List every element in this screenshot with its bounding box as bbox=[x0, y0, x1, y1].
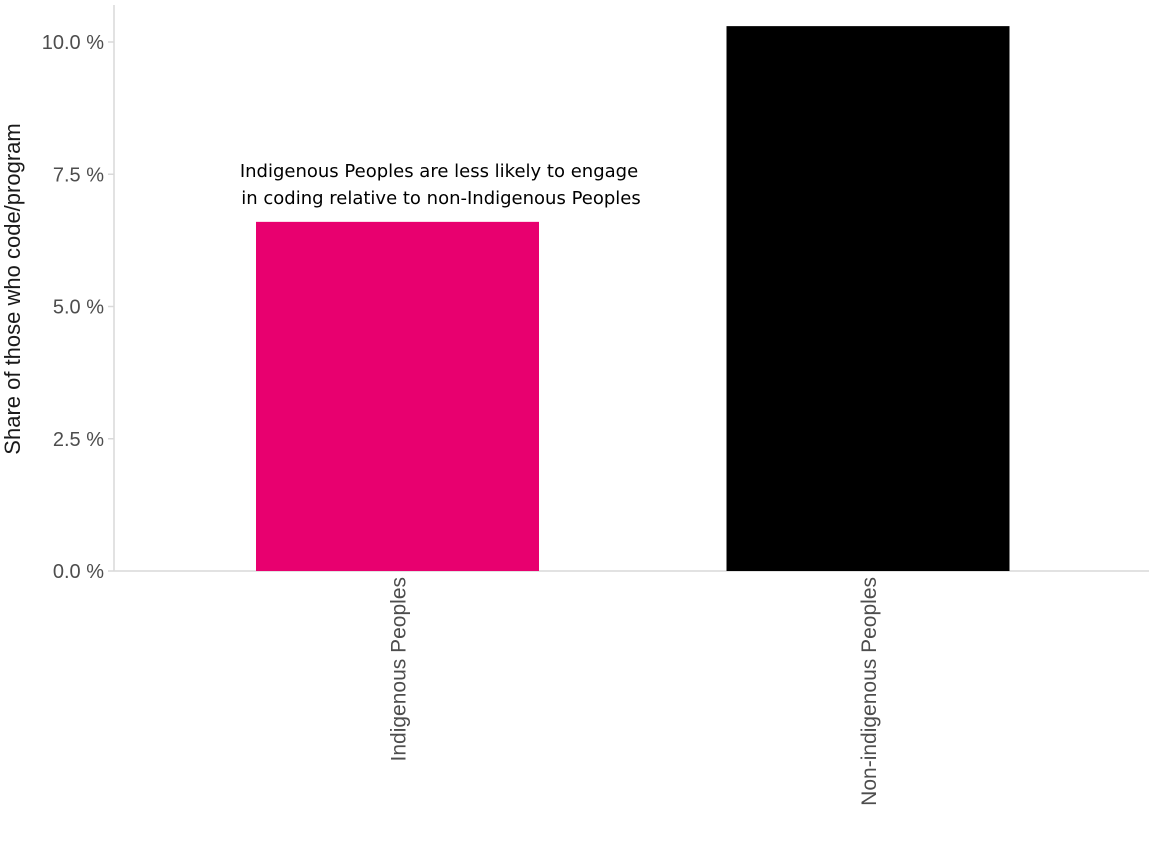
bar-non-indigenous-peoples bbox=[726, 26, 1010, 571]
bar-indigenous-peoples bbox=[256, 221, 539, 572]
y-ticks: 0.0 % 2.5 % 5.0 % 7.5 % 10.0 % bbox=[42, 32, 114, 583]
y-tick-label: 10.0 % bbox=[42, 32, 104, 54]
x-category-label: Non-indigenous Peoples bbox=[858, 577, 881, 806]
annotation-line: in coding relative to non-Indigenous Peo… bbox=[241, 188, 641, 209]
x-category-labels: Indigenous Peoples Non-indigenous Peoples bbox=[388, 577, 882, 806]
y-tick-label: 0.0 % bbox=[53, 561, 104, 583]
annotation: Indigenous Peoples are less likely to en… bbox=[240, 161, 641, 209]
y-tick-label: 5.0 % bbox=[53, 297, 104, 319]
x-category-label: Indigenous Peoples bbox=[388, 577, 411, 761]
y-axis-title: Share of those who code/program bbox=[0, 123, 25, 454]
bars bbox=[256, 26, 1010, 572]
y-axis-title-group: Share of those who code/program bbox=[0, 123, 25, 454]
annotation-line: Indigenous Peoples are less likely to en… bbox=[240, 161, 638, 182]
y-tick-label: 7.5 % bbox=[53, 164, 104, 186]
y-tick-label: 2.5 % bbox=[53, 429, 104, 451]
